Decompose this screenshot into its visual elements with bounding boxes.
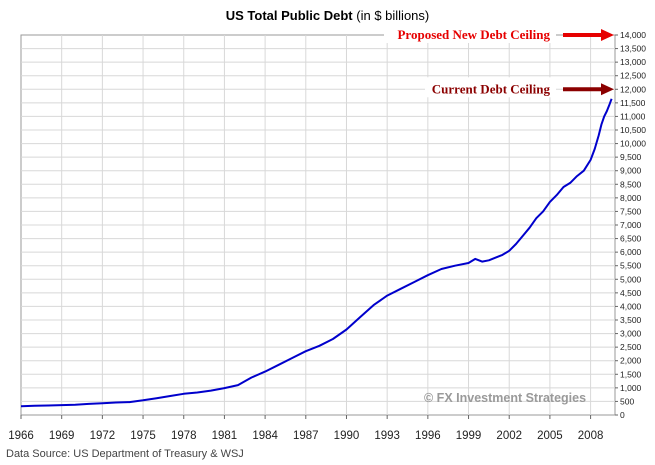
y-tick-label: 8,500	[620, 179, 642, 189]
debt-series-line	[20, 98, 613, 408]
y-tick-label: 6,500	[620, 234, 642, 244]
chart-title-bold: US Total Public Debt	[225, 8, 353, 23]
y-tick-label: 10,000	[620, 139, 646, 149]
y-tick-label: 2,500	[620, 342, 642, 352]
y-tick-label: 11,000	[620, 111, 646, 121]
y-tick-label: 14,000	[620, 30, 646, 40]
y-tick-label: 2,000	[620, 356, 642, 366]
y-tick-label: 4,500	[620, 288, 642, 298]
x-tick-label: 2008	[578, 430, 604, 442]
annotation-label: Proposed New Debt Ceiling	[397, 27, 550, 42]
x-tick-label: 1987	[293, 430, 319, 442]
annotation-background	[384, 23, 556, 43]
y-tick-label: 3,000	[620, 329, 642, 339]
y-tick-label: 3,500	[620, 315, 642, 325]
x-tick-label: 1999	[456, 430, 482, 442]
y-tick-label: 500	[620, 396, 634, 406]
watermark-text: © FX Investment Strategies	[424, 391, 587, 405]
chart-title-unit: (in $ billions)	[356, 8, 430, 23]
x-tick-label: 1996	[415, 430, 441, 442]
y-tick-label: 1,000	[620, 383, 642, 393]
y-tick-label: 0	[620, 410, 625, 420]
y-tick-label: 13,500	[620, 44, 646, 54]
y-tick-label: 11,500	[620, 98, 646, 108]
x-tick-label: 1972	[90, 430, 116, 442]
x-tick-label: 1969	[49, 430, 75, 442]
y-tick-label: 10,500	[620, 125, 646, 135]
x-tick-label: 2002	[496, 430, 522, 442]
annotation-arrow-head	[601, 29, 614, 41]
x-tick-label: 1993	[374, 430, 400, 442]
x-tick-label: 1990	[334, 430, 360, 442]
x-tick-label: 1978	[171, 430, 197, 442]
x-tick-label: 1981	[212, 430, 238, 442]
y-tick-label: 12,000	[620, 84, 646, 94]
x-tick-label: 1984	[252, 430, 278, 442]
y-tick-label: 8,000	[620, 193, 642, 203]
y-tick-label: 7,500	[620, 206, 642, 216]
y-tick-label: 5,000	[620, 274, 642, 284]
y-tick-label: 9,500	[620, 152, 642, 162]
y-tick-label: 1,500	[620, 369, 642, 379]
y-tick-label: 9,000	[620, 166, 642, 176]
chart-title: US Total Public Debt (in $ billions)	[0, 8, 655, 23]
y-tick-label: 13,000	[620, 57, 646, 67]
x-tick-label: 1966	[8, 430, 34, 442]
x-tick-label: 1975	[130, 430, 156, 442]
annotation-background	[425, 77, 556, 98]
y-tick-label: 4,000	[620, 301, 642, 311]
data-source-note: Data Source: US Department of Treasury &…	[6, 448, 244, 460]
annotation-label: Current Debt Ceiling	[432, 81, 551, 96]
y-tick-label: 7,000	[620, 220, 642, 230]
x-tick-label: 2005	[537, 430, 563, 442]
y-tick-label: 6,000	[620, 247, 642, 257]
y-tick-label: 12,500	[620, 71, 646, 81]
annotation-arrow-head	[601, 83, 614, 96]
y-tick-label: 5,500	[620, 261, 642, 271]
